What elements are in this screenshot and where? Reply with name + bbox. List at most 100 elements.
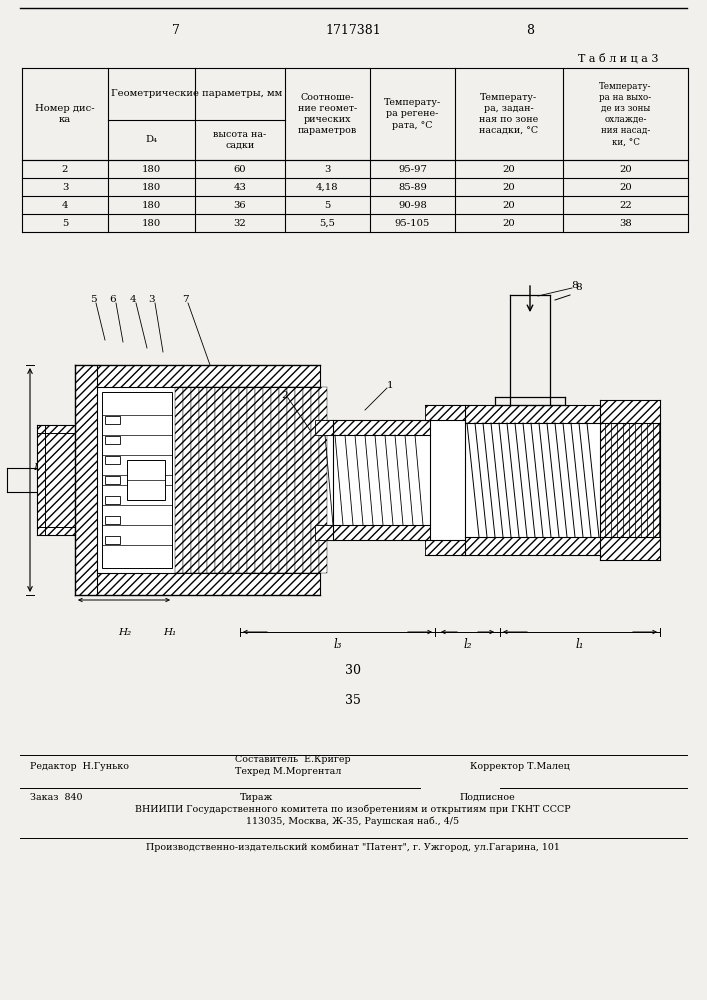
Text: 180: 180 (142, 200, 161, 210)
Bar (425, 420, 465, 540)
Text: 3: 3 (325, 164, 331, 174)
Bar (207, 387, 215, 573)
Text: Температу-
ра регене-
рата, °С: Температу- ра регене- рата, °С (384, 98, 441, 130)
Text: l₂: l₂ (463, 639, 472, 652)
Text: 4: 4 (40, 468, 45, 476)
Text: 30: 30 (345, 664, 361, 676)
Text: 5: 5 (62, 219, 68, 228)
Text: ВНИИПИ Государственного комитета по изобретениям и открытиям при ГКНТ СССР: ВНИИПИ Государственного комитета по изоб… (135, 804, 571, 814)
Text: 2: 2 (62, 164, 68, 174)
Bar (175, 387, 183, 573)
Bar (75, 365, 97, 595)
Text: Редактор  Н.Гунько: Редактор Н.Гунько (30, 762, 129, 771)
Bar (600, 423, 660, 537)
Bar (191, 387, 199, 573)
Bar (465, 405, 600, 423)
Bar (239, 387, 247, 573)
Text: D₄: D₄ (146, 135, 158, 144)
Bar (425, 540, 465, 555)
Text: Соотноше-
ние геомет-
рических
параметров: Соотноше- ние геомет- рических параметро… (298, 93, 357, 135)
Bar (465, 537, 600, 555)
Bar (320, 435, 430, 525)
Text: 5,5: 5,5 (320, 219, 336, 228)
Text: H₂: H₂ (118, 628, 131, 637)
Text: l₃: l₃ (333, 639, 341, 652)
Text: 20: 20 (503, 200, 515, 210)
Text: 180: 180 (142, 219, 161, 228)
Bar (247, 387, 255, 573)
Text: 36: 36 (234, 200, 246, 210)
Text: 1: 1 (387, 380, 393, 389)
Text: 8: 8 (575, 283, 582, 292)
Bar (75, 573, 320, 595)
Bar (105, 416, 120, 424)
Bar (303, 387, 311, 573)
Bar (255, 387, 263, 573)
Text: 60: 60 (234, 164, 246, 174)
Text: высота на-
садки: высота на- садки (214, 130, 267, 150)
Text: 20: 20 (619, 164, 632, 174)
Text: 180: 180 (142, 164, 161, 174)
Text: Номер дис-
ка: Номер дис- ка (35, 104, 95, 124)
Text: 8: 8 (572, 280, 578, 290)
Text: 4: 4 (129, 296, 136, 304)
Text: Т а б л и ц а 3: Т а б л и ц а 3 (578, 53, 658, 63)
Text: Геометрические параметры, мм: Геометрические параметры, мм (111, 90, 282, 99)
Text: 20: 20 (619, 182, 632, 192)
Text: 20: 20 (503, 219, 515, 228)
Text: 8: 8 (526, 23, 534, 36)
Bar (102, 392, 172, 568)
Text: 3: 3 (62, 182, 68, 192)
Text: 3: 3 (148, 296, 156, 304)
Text: 7: 7 (182, 296, 188, 304)
Bar (311, 387, 319, 573)
Bar (231, 387, 239, 573)
Text: 4,18: 4,18 (316, 182, 339, 192)
Text: 6: 6 (110, 296, 117, 304)
Text: 5: 5 (90, 296, 96, 304)
Text: Тираж: Тираж (240, 793, 274, 802)
Bar (105, 536, 120, 544)
Text: 7: 7 (172, 23, 180, 36)
Text: 38: 38 (619, 219, 632, 228)
Text: 22: 22 (619, 200, 632, 210)
Text: 5: 5 (325, 200, 331, 210)
Bar (295, 387, 303, 573)
Text: 1717381: 1717381 (325, 23, 381, 36)
Text: Подписное: Подписное (460, 793, 515, 802)
Bar (199, 387, 207, 573)
Text: Заказ  840: Заказ 840 (30, 793, 83, 802)
Text: Техред М.Моргентал: Техред М.Моргентал (235, 767, 341, 776)
Text: 43: 43 (233, 182, 247, 192)
Bar (37, 425, 75, 535)
Text: Корректор Т.Малец: Корректор Т.Малец (470, 762, 570, 771)
Text: 4: 4 (62, 200, 69, 210)
Bar (263, 387, 271, 573)
Text: H₁: H₁ (163, 628, 176, 637)
Text: Температу-
ра, задан-
ная по зоне
насадки, °С: Температу- ра, задан- ная по зоне насадк… (479, 93, 539, 135)
Text: 35: 35 (345, 694, 361, 706)
Bar (97, 387, 320, 573)
Bar (183, 387, 191, 573)
Bar (287, 387, 295, 573)
Text: Производственно-издательский комбинат "Патент", г. Ужгород, ул.Гагарина, 101: Производственно-издательский комбинат "П… (146, 842, 560, 852)
Text: 95-97: 95-97 (398, 164, 427, 174)
Text: Составитель  Е.Кригер: Составитель Е.Кригер (235, 755, 351, 764)
Text: Температу-
ра на выхо-
де из зоны
охлажде-
ния насад-
ки, °С: Температу- ра на выхо- де из зоны охлажд… (600, 82, 652, 146)
Bar (105, 516, 120, 524)
Bar (320, 420, 430, 435)
Bar (271, 387, 279, 573)
Bar (315, 525, 333, 540)
Text: 85-89: 85-89 (398, 182, 427, 192)
Bar (105, 476, 120, 484)
Bar (215, 387, 223, 573)
Bar (105, 456, 120, 464)
Bar (105, 496, 120, 504)
Bar (319, 387, 327, 573)
Bar (75, 365, 320, 387)
Text: 113035, Москва, Ж-35, Раушская наб., 4/5: 113035, Москва, Ж-35, Раушская наб., 4/5 (247, 816, 460, 826)
Text: 32: 32 (233, 219, 246, 228)
Text: 20: 20 (503, 182, 515, 192)
Text: 90-98: 90-98 (398, 200, 427, 210)
Bar (320, 525, 430, 540)
